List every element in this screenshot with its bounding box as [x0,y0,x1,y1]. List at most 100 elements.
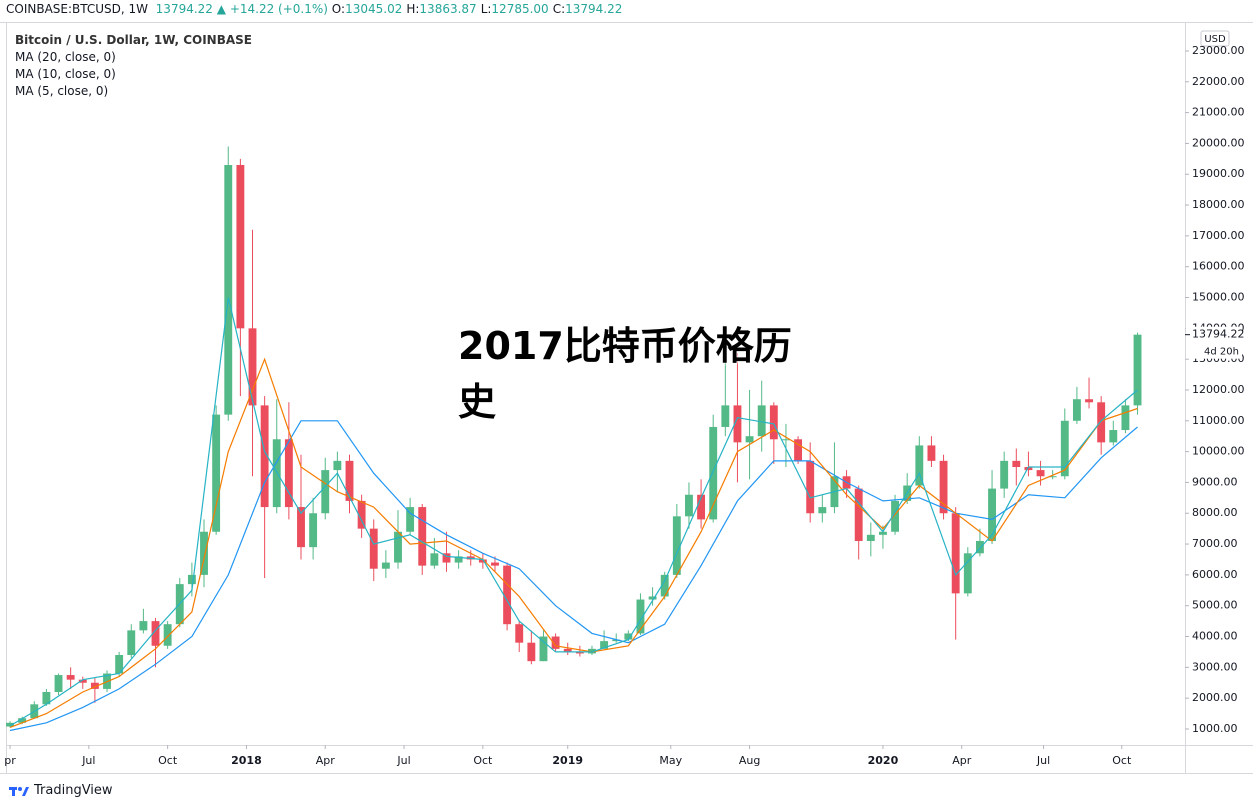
candle-body [381,562,390,569]
candle-body [1000,460,1009,489]
y-tick-label: 4000.00 [1192,630,1238,643]
x-tick-label: 2018 [231,754,262,767]
candle-body [963,553,972,594]
candle-body [575,651,584,654]
candle-body [709,426,718,520]
candle-body [333,460,342,471]
price-label: 13794.22 [1192,328,1245,341]
candle-body [1085,399,1093,403]
x-tick-label: May [659,754,682,767]
candle-body [878,531,887,535]
candle-body [430,553,439,566]
candle-body [563,648,572,652]
x-tick-label: Apr [316,754,336,767]
candle-body [527,642,536,662]
candle-body [418,507,427,566]
candle-body [54,675,63,692]
y-tick-label: 21000.00 [1192,106,1245,119]
change: +14.22 (+0.1%) [229,2,328,16]
candle-body [491,562,499,566]
y-tick-label: 1000.00 [1192,722,1238,735]
currency-label[interactable]: USD [1204,34,1226,45]
candle-body [648,596,657,600]
legend-entry: MA (10, close, 0) [15,67,116,81]
candle-body [600,641,609,649]
candle-body [503,565,512,625]
currency-button-box[interactable] [1200,30,1230,47]
candle-body [42,691,51,705]
legend-entry: Bitcoin / U.S. Dollar, 1W, COINBASE [15,33,252,47]
plot-area [6,146,1142,732]
candle-body [309,513,318,548]
y-tick-label: 17000.00 [1192,229,1245,242]
legend-entry: MA (5, close, 0) [15,84,109,98]
y-tick-label: 6000.00 [1192,568,1238,581]
y-tick-label: 15000.00 [1192,291,1245,304]
ma-line [9,297,1138,727]
candle-body [248,328,257,406]
y-tick-label: 9000.00 [1192,475,1238,488]
candle-body [406,507,415,532]
brand: TradingView [34,783,113,798]
candle-body [1072,399,1081,421]
ohlc: O:13045.02 H:13863.87 L:12785.00 C:13794.22 [332,2,627,16]
y-tick-label: 22000.00 [1192,75,1245,88]
currency-button[interactable]: USD [1200,30,1230,47]
candle-body [127,630,136,656]
logo [9,786,29,796]
x-tick-label: 2019 [552,754,583,767]
y-tick-label: 3000.00 [1192,660,1238,673]
x-tick-label: Oct [158,754,178,767]
x-tick-label: Oct [1112,754,1132,767]
candle-body [794,439,803,461]
y-tick-label: 18000.00 [1192,198,1245,211]
y-tick-label: 7000.00 [1192,537,1238,550]
candle-body [163,624,172,646]
candle-body [357,500,366,529]
legend: Bitcoin / U.S. Dollar, 1W, COINBASE MA (2… [15,32,252,100]
candle-body [18,718,27,723]
candle-body [769,405,778,440]
candle-body [454,556,463,563]
candle-body [260,405,269,508]
candle-body [539,636,548,662]
y-tick-label: 10000.00 [1192,445,1245,458]
legend-entry: MA (20, close, 0) [15,50,116,64]
ohlc-label: C: [552,2,566,16]
candle-body [854,488,863,541]
candle-body [915,445,924,486]
ohlc-value: 13045.02 [345,2,403,16]
candle-body [1121,405,1130,431]
candle-body [866,534,875,541]
candle-body [478,559,487,563]
footer: TradingView [8,783,113,798]
candle-body [212,414,221,532]
x-tick-label: Apr [952,754,972,767]
up-arrow: ▲ [216,2,226,16]
y-tick-label: 16000.00 [1192,260,1245,273]
candle-body [187,574,196,585]
candle-body [1048,476,1057,478]
candle-body [515,624,524,643]
candle-body [1097,402,1106,443]
candle-body [1133,334,1142,406]
candle-body [588,648,596,654]
candle-body [988,488,996,541]
y-tick-label: 8000.00 [1192,506,1238,519]
ohlc-value: 13863.87 [419,2,477,16]
x-tick-label: Aug [739,754,760,767]
candle-body [672,516,681,575]
candle-body [345,460,354,501]
ohlc-value: 12785.00 [491,2,549,16]
symbol-header: COINBASE:BTCUSD, 1W 13794.22 ▲ +14.22 (+… [6,2,626,16]
candle-body [1109,430,1118,443]
candle-body [151,621,160,646]
candle-body [90,682,99,689]
candle-body [224,164,233,415]
candle-body [1024,467,1033,471]
candle-body [975,540,984,554]
x-tick-label: Jul [81,754,95,767]
y-tick-label: 20000.00 [1192,136,1245,149]
